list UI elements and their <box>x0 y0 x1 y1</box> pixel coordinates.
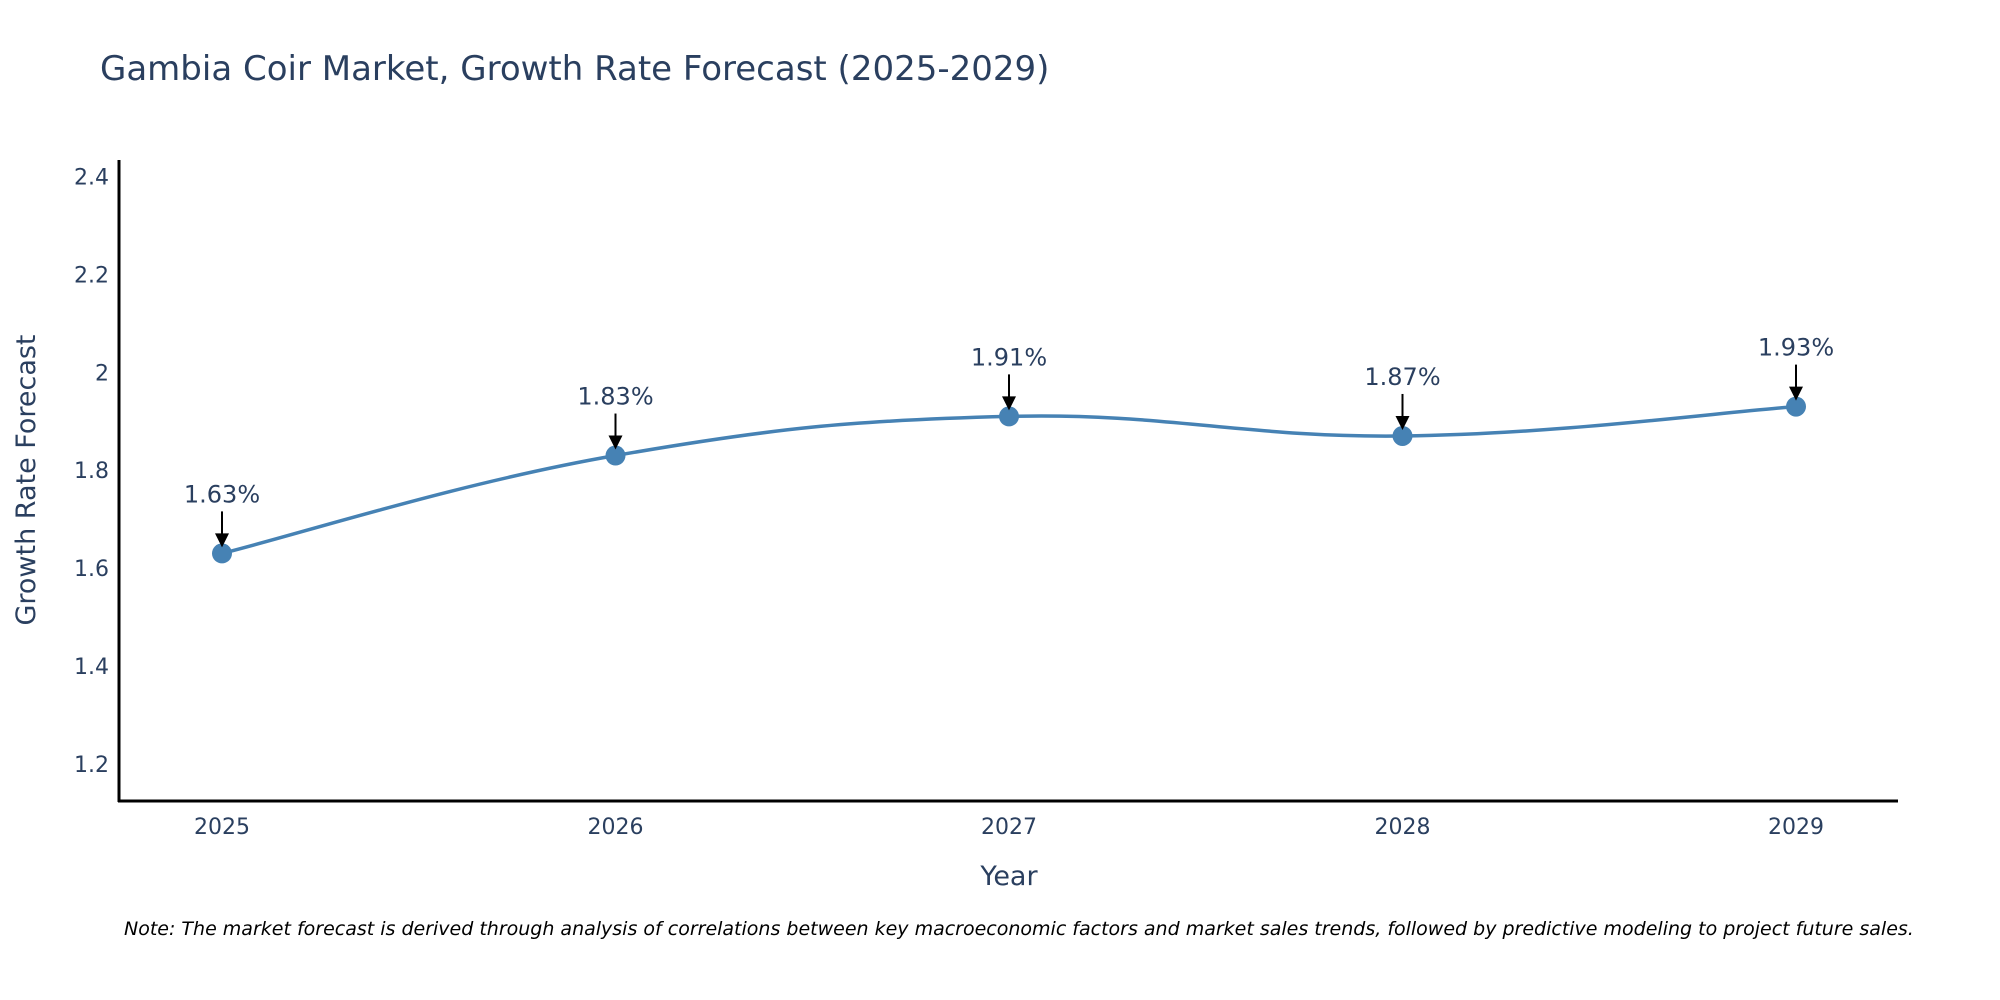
annotation-arrow-head <box>1395 415 1410 430</box>
data-point <box>999 406 1019 427</box>
data-label: 1.93% <box>1758 334 1834 362</box>
annotation-arrow-head <box>608 435 623 450</box>
annotation-arrow-head <box>215 533 229 548</box>
y-tick-label: 1.8 <box>74 459 109 484</box>
annotation-arrow-head <box>1002 396 1016 411</box>
footnote: Note: The market forecast is derived thr… <box>124 918 1914 940</box>
data-markers <box>212 396 1806 564</box>
y-axis-title: Growth Rate Forecast <box>11 334 42 625</box>
x-axis-title: Year <box>979 861 1038 892</box>
y-tick-label: 1.6 <box>74 557 109 582</box>
data-point <box>605 445 626 466</box>
x-tick-label: 2028 <box>1375 815 1431 840</box>
x-tick-label: 2029 <box>1768 815 1824 840</box>
series-line <box>221 404 1797 556</box>
y-tick-label: 2 <box>95 361 109 386</box>
data-label: 1.63% <box>184 480 260 508</box>
y-tick-label: 1.4 <box>74 655 109 680</box>
data-point <box>212 543 232 564</box>
x-tick-label: 2026 <box>588 815 644 840</box>
y-tick-label: 2.4 <box>74 166 109 191</box>
data-label: 1.87% <box>1364 363 1440 391</box>
data-label: 1.91% <box>971 343 1047 371</box>
y-axis-ticks: 1.2 1.4 1.6 1.8 2 2.2 2.4 <box>74 166 109 778</box>
annotation-arrow-head <box>1789 386 1803 401</box>
x-axis-ticks: 2025 2026 2027 2028 2029 <box>194 815 1824 840</box>
data-point <box>1786 396 1806 417</box>
chart-title: Gambia Coir Market, Growth Rate Forecast… <box>100 49 1049 89</box>
y-tick-label: 2.2 <box>74 263 109 288</box>
y-tick-label: 1.2 <box>74 753 109 778</box>
x-tick-label: 2025 <box>194 815 250 840</box>
data-label: 1.83% <box>577 383 653 411</box>
data-point <box>1392 425 1413 446</box>
x-tick-label: 2027 <box>981 815 1037 840</box>
data-annotations: 1.63% 1.83% 1.91% 1.87% 1.93% <box>184 334 1834 548</box>
